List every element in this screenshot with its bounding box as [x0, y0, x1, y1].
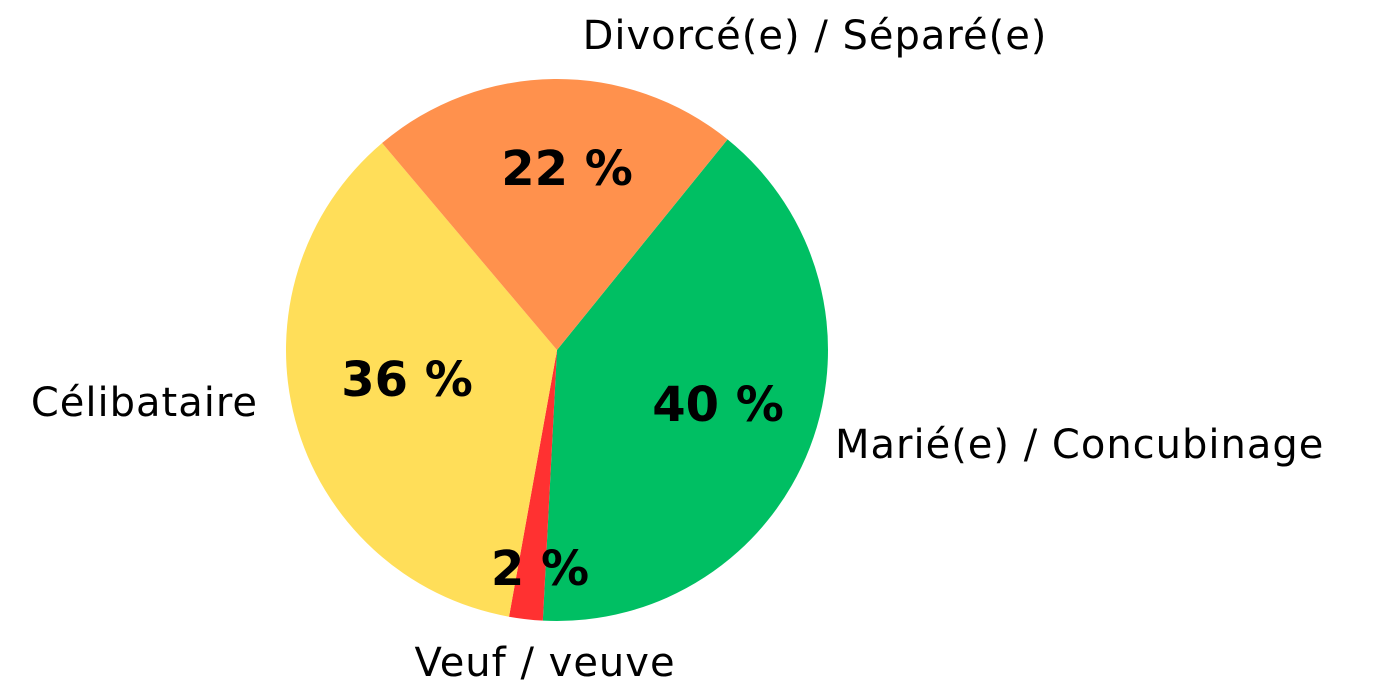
value-label: 40 % [652, 377, 784, 433]
pie-slice [286, 143, 557, 617]
pie-slice [509, 350, 557, 621]
value-label: 36 % [341, 352, 473, 408]
category-label: Célibataire [31, 380, 258, 426]
value-label: 22 % [501, 141, 633, 197]
category-label: Marié(e) / Concubinage [835, 422, 1324, 468]
category-label: Divorcé(e) / Séparé(e) [583, 13, 1048, 59]
value-label: 2 % [491, 541, 589, 597]
pie-slice [382, 79, 728, 351]
pie-slice [542, 139, 828, 622]
category-label: Veuf / veuve [414, 640, 675, 686]
